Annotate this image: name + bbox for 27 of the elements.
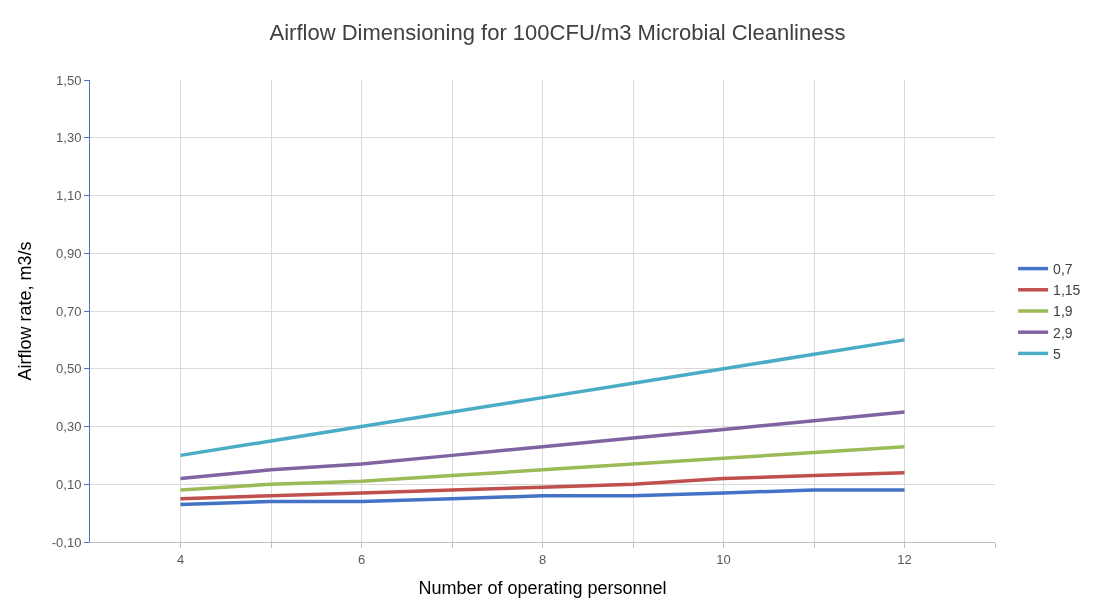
legend-label: 5: [1053, 345, 1062, 362]
line-series: [178, 444, 907, 492]
y-tick-label: 1,10: [56, 188, 82, 204]
x-tick-label: 12: [897, 551, 912, 567]
line-series: [178, 410, 907, 481]
y-tick-label: 0,10: [56, 476, 82, 492]
line-series: [178, 488, 907, 507]
y-tick-label: 0,70: [56, 303, 82, 319]
y-tick-label: 1,30: [56, 130, 82, 146]
x-axis-title: Number of operating personnel: [418, 577, 667, 598]
legend-label: 1,15: [1053, 282, 1081, 299]
legend-label: 0,7: [1053, 261, 1073, 278]
y-tick-label: 1,50: [56, 72, 82, 88]
line-series: [178, 470, 907, 501]
legend-label: 1,9: [1053, 303, 1073, 320]
x-tick-label: 6: [357, 551, 366, 567]
x-tick-label: 10: [716, 551, 731, 567]
legend-label: 2,9: [1053, 324, 1073, 341]
x-tick-label: 8: [538, 551, 547, 567]
y-axis-title: Airflow rate, m3/s: [14, 241, 35, 381]
y-tick-label: -0,10: [51, 534, 82, 550]
y-tick-label: 0,30: [56, 419, 82, 435]
y-tick-label: 0,90: [56, 245, 82, 261]
x-tick-label: 4: [176, 551, 185, 567]
line-series: [178, 338, 907, 458]
chart-title: Airflow Dimensioning for 100CFU/m3 Microbial Cleanliness: [269, 20, 846, 45]
y-tick-label: 0,50: [56, 361, 82, 377]
